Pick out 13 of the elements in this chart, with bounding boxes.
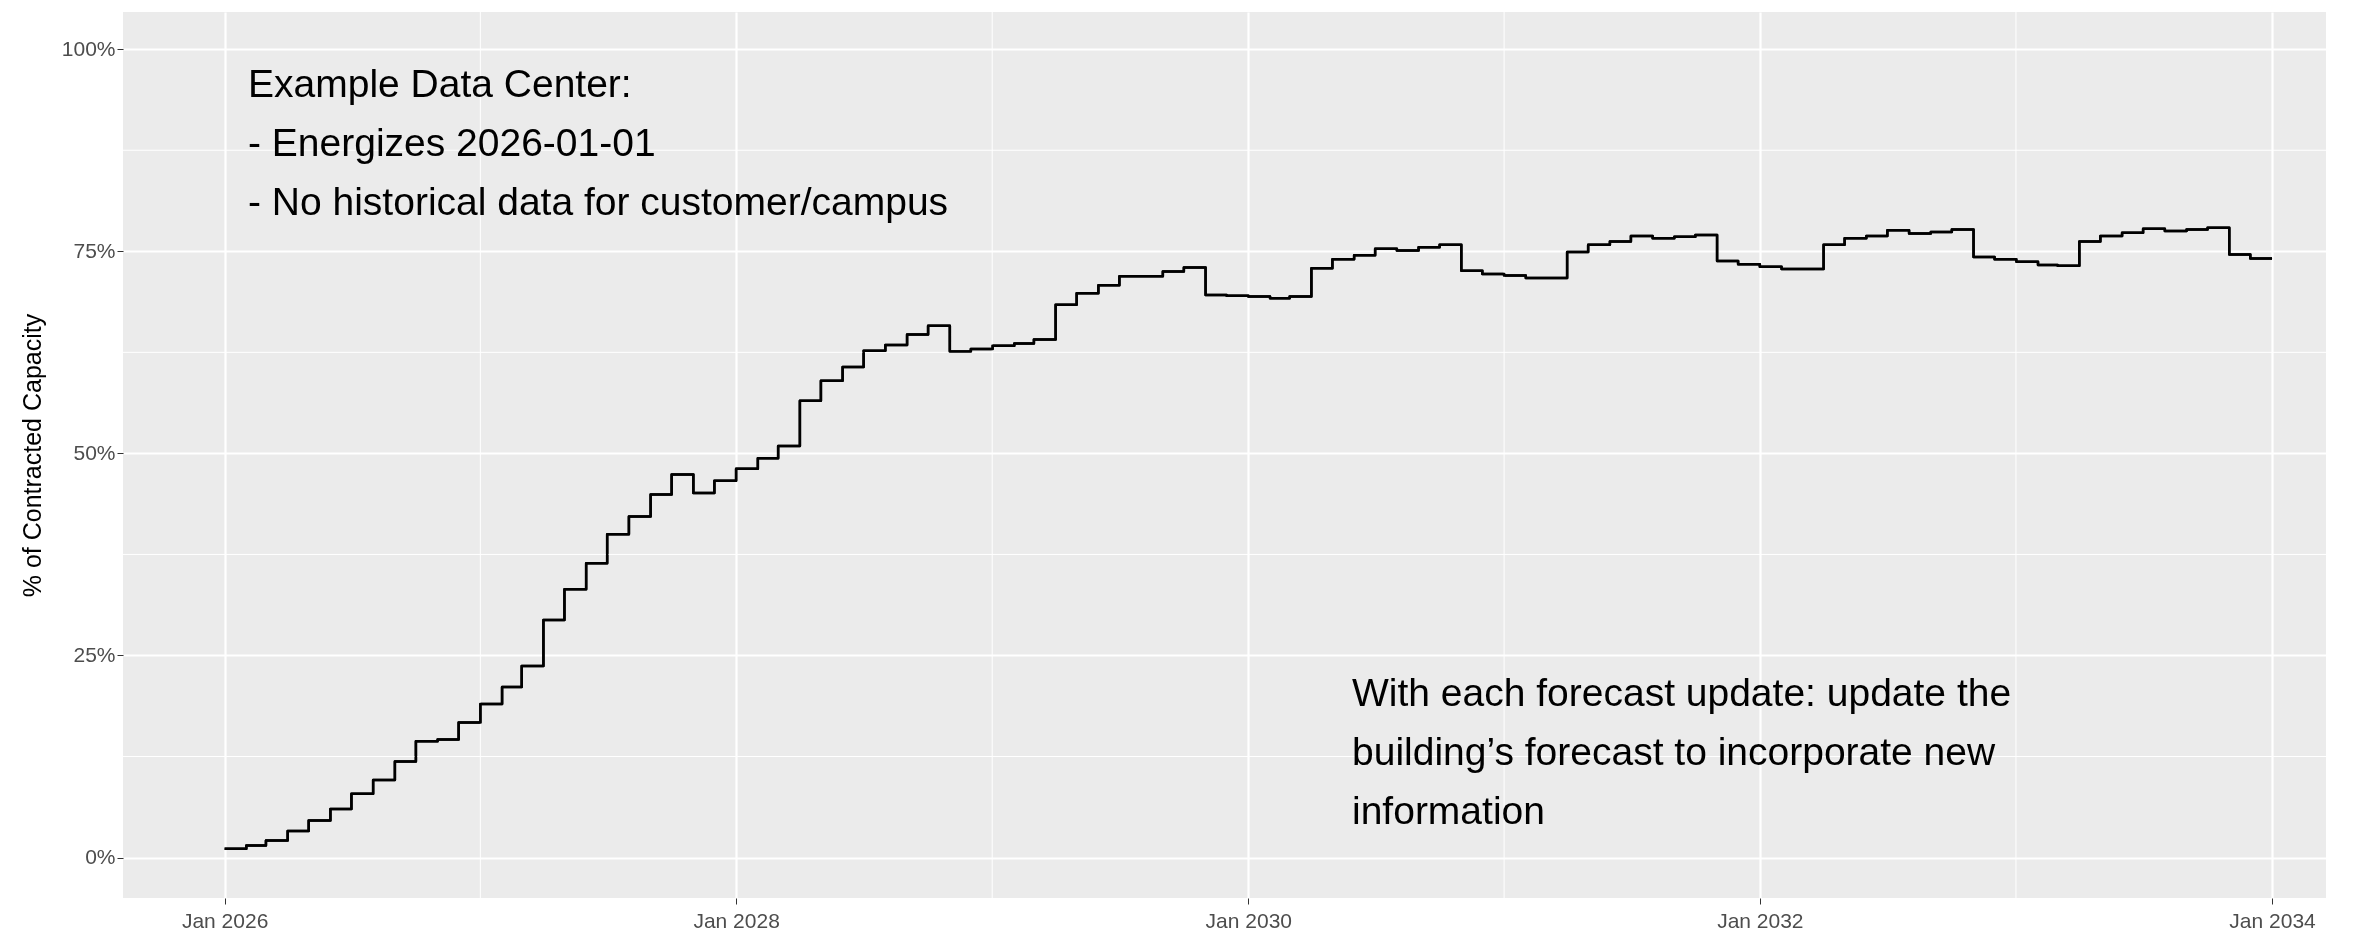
y-tick-label: 75% <box>73 238 116 262</box>
y-tick-label: 100% <box>61 36 116 60</box>
x-tick-label: Jan 2028 <box>693 908 780 931</box>
annotation: With each forecast update: update the building’s forecast to incorporate new information <box>1352 671 2012 832</box>
x-tick-label: Jan 2030 <box>1205 908 1293 931</box>
x-tick-label: Jan 2032 <box>1717 908 1804 931</box>
x-tick-label: Jan 2026 <box>181 908 269 931</box>
annotation: Example Data Center: - Energizes 2026-01-01 - No historical data for customer/campus <box>248 62 949 223</box>
y-tick-label: 0% <box>85 845 116 869</box>
y-tick-label: 25% <box>73 642 116 666</box>
x-tick-label: Jan 2034 <box>2229 908 2317 931</box>
y-axis-title: % of Contracted Capacity <box>17 313 46 598</box>
y-tick-label: 50% <box>73 440 116 464</box>
